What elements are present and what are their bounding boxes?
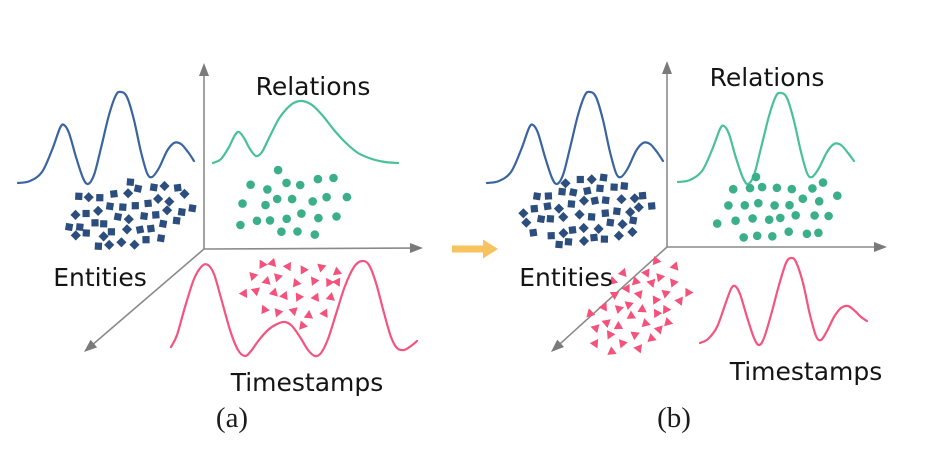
relations-cluster: [712, 172, 842, 242]
timestamps-cluster: [238, 257, 343, 330]
entities-distribution: [485, 90, 665, 186]
relations-cluster: [236, 165, 352, 239]
entities-label: Entities: [519, 263, 613, 292]
entities-cluster: [518, 173, 656, 249]
entities-distribution: [16, 90, 196, 186]
entities-cluster: [64, 178, 197, 250]
relations-distribution: [676, 91, 856, 186]
entities-label: Entities: [53, 263, 147, 292]
timestamps-cluster: [586, 255, 694, 355]
relations-distribution: [211, 99, 400, 165]
relations-label: Relations: [710, 63, 825, 92]
timestamps-distribution: [169, 259, 419, 358]
panel-caption-b: (b): [657, 402, 691, 434]
distribution-curves-b: [485, 90, 869, 347]
embedding-clusters-a: [64, 165, 352, 330]
timestamps-distribution: [698, 256, 869, 347]
transform-arrow-icon: [452, 239, 498, 259]
relations-label: Relations: [256, 72, 371, 101]
panel-a: Relations Entities Timestamps (a): [16, 63, 423, 434]
panel-caption-a: (a): [216, 402, 248, 434]
distribution-curves-a: [16, 90, 419, 358]
timestamps-label: Timestamps: [729, 357, 883, 386]
axes-3d-a: [84, 63, 423, 352]
timestamps-label: Timestamps: [230, 368, 384, 397]
panel-b: Relations Entities Timestamps (b): [485, 61, 887, 434]
